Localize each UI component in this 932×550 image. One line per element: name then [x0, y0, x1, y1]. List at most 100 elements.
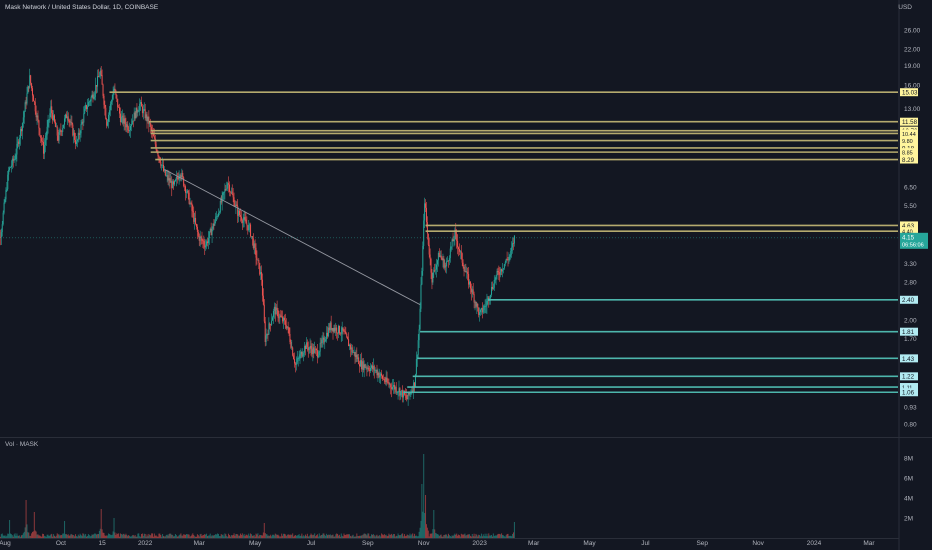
- candle-body: [330, 322, 332, 330]
- volume-bar: [183, 534, 185, 538]
- candle-body: [121, 115, 123, 117]
- candle-body: [189, 202, 191, 204]
- candle-body: [421, 270, 423, 285]
- candle-body: [452, 239, 454, 242]
- candle-body: [79, 133, 81, 135]
- volume-bar: [7, 533, 9, 538]
- candle-body: [486, 300, 488, 306]
- candle-body: [458, 249, 460, 252]
- price-tick-label: 2.00: [904, 318, 917, 325]
- price-tick-label: 5.50: [904, 203, 917, 210]
- candle-body: [306, 342, 308, 347]
- candle-body: [162, 164, 164, 166]
- volume-bar: [454, 533, 456, 538]
- volume-bar: [28, 532, 30, 538]
- volume-bar: [151, 533, 153, 538]
- candle-body: [116, 94, 118, 99]
- volume-bar: [199, 534, 201, 538]
- volume-bar: [108, 533, 110, 538]
- volume-bar: [32, 531, 34, 538]
- volume-bar: [134, 534, 136, 538]
- candle-body: [42, 141, 44, 143]
- volume-bar: [466, 535, 468, 538]
- volume-bar: [93, 534, 95, 538]
- volume-bar: [79, 533, 81, 538]
- candle-body: [386, 377, 388, 383]
- candle-body: [390, 384, 392, 388]
- candle-body: [250, 236, 252, 237]
- level-label-bg: [900, 354, 918, 363]
- level-label-bg: [900, 227, 918, 236]
- candle-body: [378, 372, 380, 378]
- candle-body: [84, 108, 86, 114]
- volume-bar: [450, 536, 452, 538]
- volume-bar: [350, 536, 352, 538]
- volume-bar: [449, 535, 451, 538]
- candle-body: [463, 266, 465, 272]
- candle-body: [243, 217, 245, 221]
- candle-body: [393, 385, 395, 390]
- volume-bar: [306, 533, 308, 538]
- volume-bar: [418, 531, 420, 538]
- candle-body: [503, 264, 505, 269]
- volume-bar: [228, 535, 230, 538]
- volume-bar: [303, 535, 305, 538]
- candle-body: [62, 127, 64, 132]
- volume-bar: [152, 536, 154, 538]
- volume-bar: [321, 534, 323, 538]
- volume-bar: [323, 533, 325, 538]
- candle-body: [440, 255, 442, 258]
- candle-body: [383, 378, 385, 382]
- volume-bar: [469, 535, 471, 538]
- candle-body: [60, 130, 62, 132]
- candle-body: [169, 178, 171, 183]
- volume-bar: [202, 534, 204, 538]
- volume-bar: [25, 500, 27, 538]
- candle-body: [124, 118, 126, 124]
- volume-bar: [262, 532, 264, 538]
- candle-body: [135, 107, 137, 119]
- volume-bar: [282, 535, 284, 538]
- candle-body: [106, 118, 108, 126]
- candle-body: [439, 255, 441, 257]
- time-tick-label: 2022: [138, 540, 153, 547]
- volume-bar: [435, 532, 437, 538]
- volume-bar: [479, 535, 481, 538]
- volume-bars-group: [0, 454, 515, 538]
- candle-body: [424, 203, 426, 221]
- candle-body: [65, 114, 67, 119]
- volume-bar: [404, 536, 406, 538]
- candle-body: [325, 339, 327, 342]
- candle-body: [171, 181, 173, 189]
- candle-body: [157, 152, 159, 157]
- volume-bar: [433, 510, 435, 538]
- candle-body: [230, 191, 232, 193]
- candle-body: [377, 372, 379, 376]
- candle-body: [201, 237, 203, 241]
- candle-body: [83, 113, 85, 123]
- candle-body: [134, 112, 136, 119]
- volume-bar: [392, 534, 394, 538]
- candle-body: [373, 365, 375, 371]
- candle-body: [14, 159, 16, 160]
- candle-body: [282, 316, 284, 322]
- volume-bar: [97, 534, 99, 538]
- candle-body: [285, 325, 287, 329]
- candle-body: [236, 204, 238, 207]
- time-tick-label: Mar: [528, 540, 540, 547]
- volume-bar: [513, 522, 515, 538]
- volume-bar: [61, 535, 63, 538]
- candle-body: [326, 332, 328, 340]
- volume-bar: [299, 536, 301, 538]
- volume-bar: [338, 535, 340, 538]
- candle-body: [498, 271, 500, 275]
- symbol-title[interactable]: Mask Network / United States Dollar, 1D,…: [5, 4, 159, 11]
- volume-bar: [356, 533, 358, 538]
- candle-body: [125, 123, 127, 128]
- last-price-badge: [900, 232, 928, 249]
- candle-body: [449, 248, 451, 259]
- candle-body: [144, 109, 146, 119]
- candle-body: [5, 190, 7, 200]
- volume-bar: [251, 535, 253, 538]
